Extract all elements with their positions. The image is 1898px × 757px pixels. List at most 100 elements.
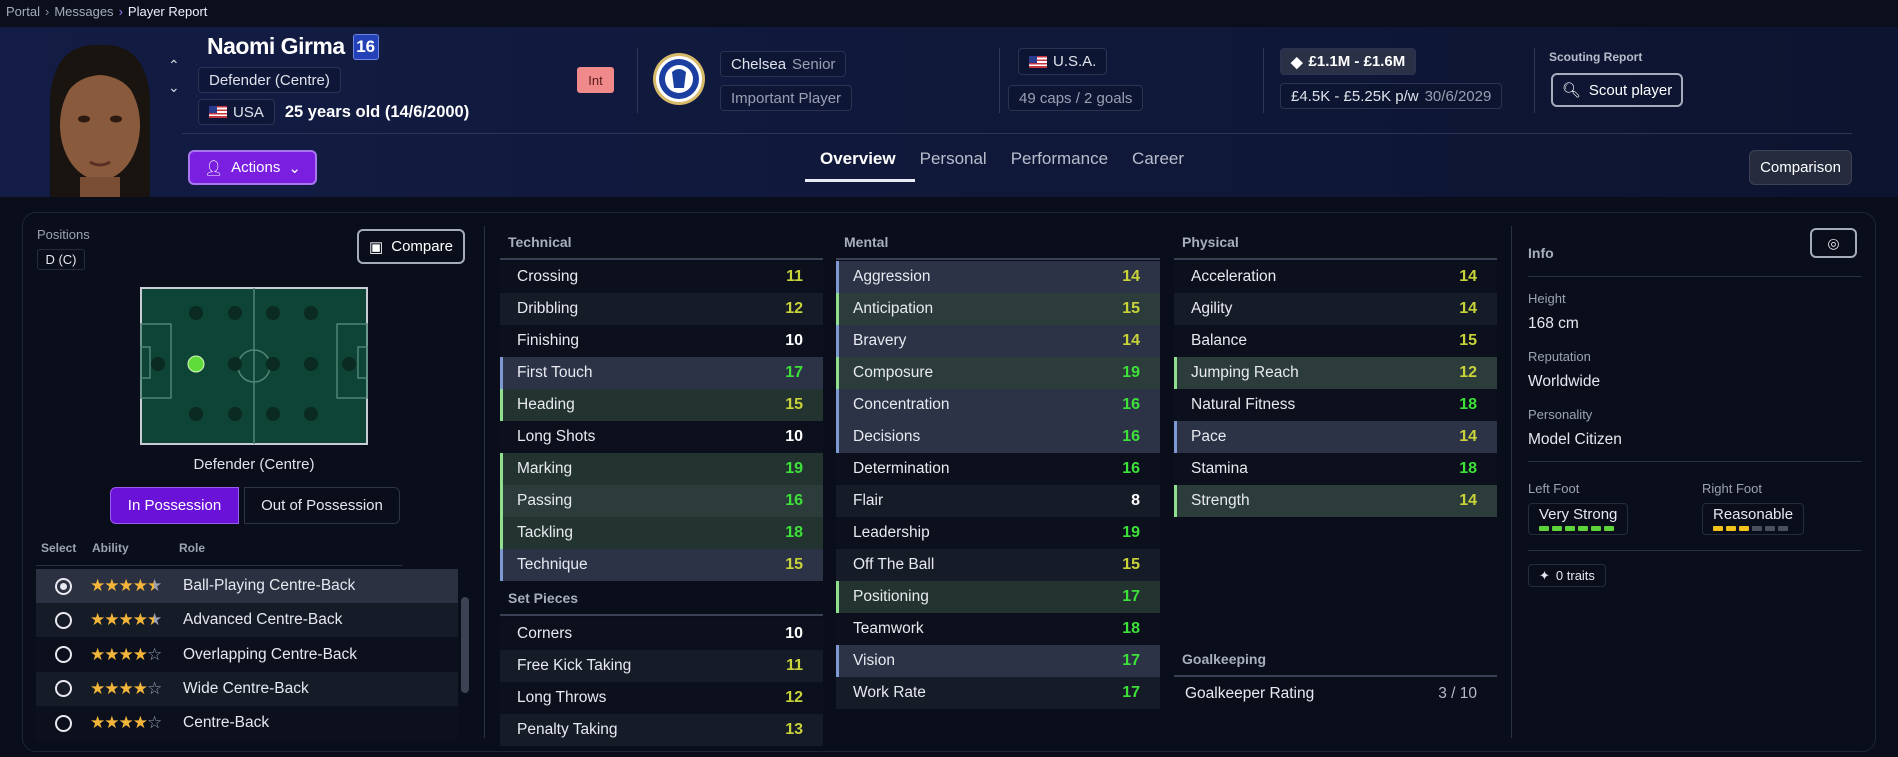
attribute-name: Vision	[853, 652, 895, 669]
compare-label: Compare	[391, 238, 453, 255]
traits-chip[interactable]: ✦ 0 traits	[1528, 564, 1606, 587]
attribute-row[interactable]: Heading 15	[500, 389, 823, 421]
role-radio[interactable]	[55, 680, 72, 698]
actions-button[interactable]: 👤︎ Actions ⌄	[188, 150, 317, 185]
role-row[interactable]: ★★★★★ Advanced Centre-Back	[36, 603, 458, 638]
column-ability: Ability	[92, 541, 129, 555]
attribute-row[interactable]: Decisions 16	[836, 421, 1160, 453]
attribute-name: Corners	[517, 625, 573, 642]
role-row[interactable]: ★★★★★ Ball-Playing Centre-Back	[36, 569, 458, 603]
attribute-row[interactable]: Strength 14	[1174, 485, 1497, 517]
player-photo	[50, 44, 150, 197]
attribute-row[interactable]: Marking 19	[500, 453, 823, 485]
attribute-row[interactable]: Off The Ball 15	[836, 549, 1160, 581]
club-crest-icon[interactable]	[652, 52, 706, 106]
role-row[interactable]: ★★★★☆ Wide Centre-Back	[36, 671, 458, 706]
attribute-row[interactable]: Natural Fitness 18	[1174, 389, 1497, 421]
tab-career[interactable]: Career	[1132, 149, 1185, 168]
tab-performance[interactable]: Performance	[1010, 149, 1109, 168]
attribute-row[interactable]: Free Kick Taking 11	[500, 650, 823, 682]
attribute-value: 16	[1122, 428, 1140, 445]
attribute-row[interactable]: Acceleration 14	[1174, 261, 1497, 293]
attribute-row[interactable]: Bravery 14	[836, 325, 1160, 357]
role-radio[interactable]	[55, 646, 72, 664]
attribute-row[interactable]: Long Shots 10	[500, 421, 823, 453]
foot-bar-segment	[1726, 526, 1736, 531]
attribute-value: 15	[785, 396, 803, 413]
foot-bar-segment	[1752, 526, 1762, 531]
right-foot-value: Reasonable	[1713, 506, 1794, 523]
role-row[interactable]: ★★★★☆ Overlapping Centre-Back	[36, 637, 458, 672]
attribute-row[interactable]: Positioning 17	[836, 581, 1160, 613]
goalkeeper-rating-label: Goalkeeper Rating	[1185, 685, 1315, 702]
attribute-row[interactable]: First Touch 17	[500, 357, 823, 389]
role-radio[interactable]	[55, 714, 72, 732]
attribute-row[interactable]: Leadership 19	[836, 517, 1160, 549]
club-squad: Senior	[792, 55, 836, 73]
in-possession-toggle[interactable]: In Possession	[110, 487, 239, 524]
attribute-row[interactable]: Corners 10	[500, 618, 823, 650]
attribute-row[interactable]: Jumping Reach 12	[1174, 357, 1497, 389]
attribute-value: 14	[1122, 332, 1140, 349]
attribute-name: Strength	[1191, 492, 1250, 509]
attribute-name: Aggression	[853, 268, 931, 285]
attribute-row[interactable]: Penalty Taking 13	[500, 714, 823, 746]
next-player-button[interactable]: ⌄	[168, 79, 180, 95]
attribute-name: Heading	[517, 396, 575, 413]
compare-button[interactable]: ▣ Compare	[357, 229, 465, 264]
scout-player-button[interactable]: 🔍︎ Scout player	[1551, 73, 1683, 107]
caps-chip: 49 caps / 2 goals	[1008, 85, 1144, 111]
role-name: Overlapping Centre-Back	[183, 645, 358, 663]
attribute-row[interactable]: Long Throws 12	[500, 682, 823, 714]
tab-overview[interactable]: Overview	[820, 149, 896, 168]
attribute-row[interactable]: Anticipation 15	[836, 293, 1160, 325]
attribute-row[interactable]: Passing 16	[500, 485, 823, 517]
attribute-row[interactable]: Technique 15	[500, 549, 823, 581]
breadcrumb-messages[interactable]: Messages	[54, 4, 114, 19]
attribute-name: Tackling	[517, 524, 573, 541]
club-name: Chelsea	[731, 55, 787, 73]
previous-player-button[interactable]: ⌃	[168, 57, 180, 73]
breadcrumb-portal[interactable]: Portal	[6, 4, 40, 19]
foot-bar-segment	[1604, 526, 1614, 531]
personality-label: Personality	[1528, 407, 1593, 422]
divider	[1534, 48, 1535, 113]
attribute-row[interactable]: Concentration 16	[836, 389, 1160, 421]
breadcrumb: Portal › Messages › Player Report	[0, 0, 1898, 27]
divider	[1528, 461, 1862, 462]
role-row[interactable]: ★★★★☆ Centre-Back	[36, 706, 458, 741]
international-chip[interactable]: U.S.A.	[1018, 48, 1108, 75]
attribute-row[interactable]: Balance 15	[1174, 325, 1497, 357]
attribute-row[interactable]: Crossing 11	[500, 261, 823, 293]
tab-personal[interactable]: Personal	[919, 149, 987, 168]
attribute-row[interactable]: Dribbling 12	[500, 293, 823, 325]
comparison-button[interactable]: Comparison	[1749, 150, 1852, 185]
attribute-value: 12	[1459, 364, 1477, 381]
divider	[500, 614, 823, 616]
attribute-name: Dribbling	[517, 300, 579, 317]
attribute-row[interactable]: Vision 17	[836, 645, 1160, 677]
attribute-value: 17	[1122, 684, 1140, 701]
attribute-row[interactable]: Tackling 18	[500, 517, 823, 549]
attribute-row[interactable]: Stamina 18	[1174, 453, 1497, 485]
attribute-row[interactable]: Teamwork 18	[836, 613, 1160, 645]
player-profile-icon-button[interactable]: ◎	[1810, 228, 1857, 258]
role-radio[interactable]	[55, 611, 72, 629]
role-list-scrollbar[interactable]	[461, 597, 469, 693]
attribute-row[interactable]: Pace 14	[1174, 421, 1497, 453]
role-name: Wide Centre-Back	[183, 679, 309, 697]
attribute-name: Finishing	[517, 332, 580, 349]
attribute-row[interactable]: Flair 8	[836, 485, 1160, 517]
attribute-row[interactable]: Aggression 14	[836, 261, 1160, 293]
attribute-row[interactable]: Composure 19	[836, 357, 1160, 389]
out-of-possession-toggle[interactable]: Out of Possession	[244, 487, 400, 524]
divider	[1263, 48, 1264, 113]
attribute-row[interactable]: Agility 14	[1174, 293, 1497, 325]
reputation-value: Worldwide	[1528, 373, 1601, 390]
role-radio[interactable]	[55, 577, 72, 595]
attribute-row[interactable]: Finishing 10	[500, 325, 823, 357]
club-chip[interactable]: Chelsea Senior	[720, 51, 847, 77]
attribute-row[interactable]: Determination 16	[836, 453, 1160, 485]
attribute-name: Natural Fitness	[1191, 396, 1296, 413]
attribute-row[interactable]: Work Rate 17	[836, 677, 1160, 709]
